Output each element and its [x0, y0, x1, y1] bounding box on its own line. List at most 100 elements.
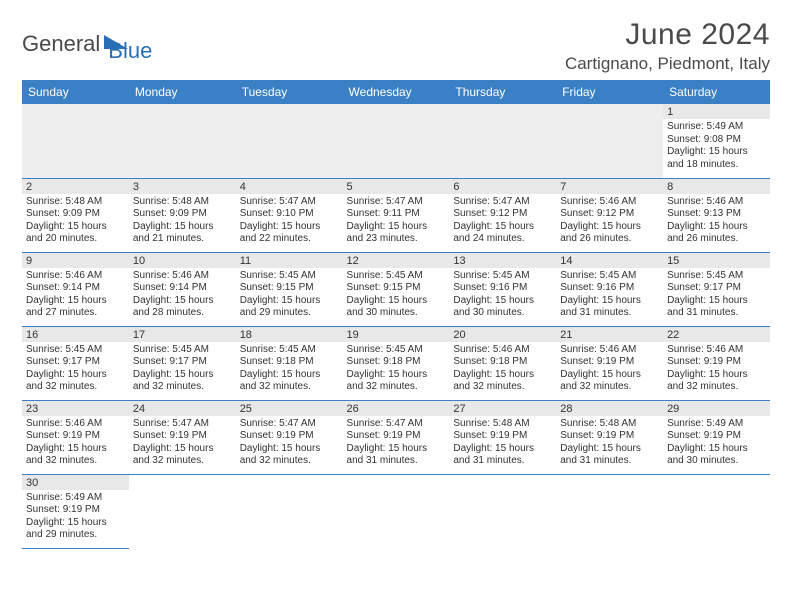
daylight-line-2: and 32 minutes.	[133, 455, 232, 468]
day-number: 12	[343, 253, 450, 268]
sunrise-line: Sunrise: 5:45 AM	[453, 270, 552, 283]
day-number: 13	[449, 253, 556, 268]
daylight-line-2: and 26 minutes.	[667, 233, 766, 246]
calendar-week-row: 9Sunrise: 5:46 AMSunset: 9:14 PMDaylight…	[22, 252, 770, 326]
sunrise-line: Sunrise: 5:47 AM	[240, 418, 339, 431]
day-number: 26	[343, 401, 450, 416]
day-number: 2	[22, 179, 129, 194]
daylight-line-2: and 23 minutes.	[347, 233, 446, 246]
sunrise-line: Sunrise: 5:46 AM	[26, 270, 125, 283]
calendar-cell: 3Sunrise: 5:48 AMSunset: 9:09 PMDaylight…	[129, 178, 236, 252]
sunset-line: Sunset: 9:19 PM	[667, 430, 766, 443]
daylight-line-1: Daylight: 15 hours	[453, 295, 552, 308]
calendar-cell: 10Sunrise: 5:46 AMSunset: 9:14 PMDayligh…	[129, 252, 236, 326]
daylight-line-1: Daylight: 15 hours	[240, 295, 339, 308]
calendar-cell: 4Sunrise: 5:47 AMSunset: 9:10 PMDaylight…	[236, 178, 343, 252]
daylight-line-2: and 27 minutes.	[26, 307, 125, 320]
daylight-line-1: Daylight: 15 hours	[133, 369, 232, 382]
calendar-cell	[663, 474, 770, 548]
sunset-line: Sunset: 9:15 PM	[347, 282, 446, 295]
day-number: 3	[129, 179, 236, 194]
calendar-cell: 1 Sunrise: 5:49 AMSunset: 9:08 PMDaylight…	[663, 104, 770, 178]
daylight-line-1: Daylight: 15 hours	[453, 443, 552, 456]
daylight-line-2: and 32 minutes.	[347, 381, 446, 394]
daylight-line-2: and 31 minutes.	[347, 455, 446, 468]
sunrise-line: Sunrise: 5:47 AM	[347, 196, 446, 209]
calendar-week-row: 30Sunrise: 5:49 AMSunset: 9:19 PMDayligh…	[22, 474, 770, 548]
calendar-cell: 30Sunrise: 5:49 AMSunset: 9:19 PMDayligh…	[22, 474, 129, 548]
sunrise-line: Sunrise: 5:47 AM	[347, 418, 446, 431]
daylight-line-1: Daylight: 15 hours	[240, 369, 339, 382]
sunset-line: Sunset: 9:09 PM	[26, 208, 125, 221]
sunset-line: Sunset: 9:19 PM	[240, 430, 339, 443]
daylight-line-1: Daylight: 15 hours	[26, 295, 125, 308]
month-title: June 2024	[565, 18, 770, 52]
col-monday: Monday	[129, 80, 236, 104]
daylight-line-1: Daylight: 15 hours	[453, 221, 552, 234]
sunset-line: Sunset: 9:08 PM	[667, 134, 766, 147]
day-number: 24	[129, 401, 236, 416]
daylight-line-2: and 30 minutes.	[667, 455, 766, 468]
daylight-line-1: Daylight: 15 hours	[667, 221, 766, 234]
daylight-line-1: Daylight: 15 hours	[133, 221, 232, 234]
calendar-cell: 29Sunrise: 5:49 AMSunset: 9:19 PMDayligh…	[663, 400, 770, 474]
calendar-week-row: 23Sunrise: 5:46 AMSunset: 9:19 PMDayligh…	[22, 400, 770, 474]
daylight-line-2: and 29 minutes.	[26, 529, 125, 542]
sunrise-line: Sunrise: 5:45 AM	[240, 344, 339, 357]
sunrise-line: Sunrise: 5:49 AM	[667, 121, 766, 134]
weekday-header-row: Sunday Monday Tuesday Wednesday Thursday…	[22, 80, 770, 104]
calendar-cell: 11Sunrise: 5:45 AMSunset: 9:15 PMDayligh…	[236, 252, 343, 326]
sunset-line: Sunset: 9:15 PM	[240, 282, 339, 295]
sunrise-line: Sunrise: 5:46 AM	[26, 418, 125, 431]
calendar-cell	[129, 474, 236, 548]
daylight-line-1: Daylight: 15 hours	[133, 295, 232, 308]
sunrise-line: Sunrise: 5:46 AM	[667, 344, 766, 357]
daylight-line-2: and 30 minutes.	[453, 307, 552, 320]
calendar-cell: 5Sunrise: 5:47 AMSunset: 9:11 PMDaylight…	[343, 178, 450, 252]
day-number: 29	[663, 401, 770, 416]
sunrise-line: Sunrise: 5:47 AM	[453, 196, 552, 209]
calendar-body: 1Sunrise: 5:49 AMSunset: 9:08 PMDaylight…	[22, 104, 770, 548]
sunset-line: Sunset: 9:13 PM	[667, 208, 766, 221]
sunrise-line: Sunrise: 5:46 AM	[560, 196, 659, 209]
sunrise-line: Sunrise: 5:45 AM	[667, 270, 766, 283]
sunset-line: Sunset: 9:19 PM	[560, 356, 659, 369]
sunset-line: Sunset: 9:19 PM	[26, 504, 125, 517]
calendar-cell: 14Sunrise: 5:45 AMSunset: 9:16 PMDayligh…	[556, 252, 663, 326]
calendar-cell	[343, 104, 450, 178]
calendar-cell	[22, 104, 129, 178]
day-number: 20	[449, 327, 556, 342]
calendar-cell: 12Sunrise: 5:45 AMSunset: 9:15 PMDayligh…	[343, 252, 450, 326]
day-number: 9	[22, 253, 129, 268]
sunrise-line: Sunrise: 5:45 AM	[560, 270, 659, 283]
daylight-line-2: and 21 minutes.	[133, 233, 232, 246]
daylight-line-2: and 32 minutes.	[26, 455, 125, 468]
daylight-line-1: Daylight: 15 hours	[667, 146, 766, 159]
daylight-line-1: Daylight: 15 hours	[347, 369, 446, 382]
day-number: 21	[556, 327, 663, 342]
daylight-line-1: Daylight: 15 hours	[453, 369, 552, 382]
daylight-line-1: Daylight: 15 hours	[26, 443, 125, 456]
day-number: 16	[22, 327, 129, 342]
day-number: 30	[22, 475, 129, 490]
sunrise-line: Sunrise: 5:46 AM	[133, 270, 232, 283]
sunrise-line: Sunrise: 5:45 AM	[240, 270, 339, 283]
day-number: 1	[663, 104, 770, 119]
sunset-line: Sunset: 9:19 PM	[347, 430, 446, 443]
daylight-line-2: and 29 minutes.	[240, 307, 339, 320]
calendar-cell	[236, 104, 343, 178]
sunset-line: Sunset: 9:11 PM	[347, 208, 446, 221]
daylight-line-1: Daylight: 15 hours	[240, 443, 339, 456]
sunset-line: Sunset: 9:19 PM	[667, 356, 766, 369]
daylight-line-2: and 26 minutes.	[560, 233, 659, 246]
day-number: 8	[663, 179, 770, 194]
sunset-line: Sunset: 9:19 PM	[133, 430, 232, 443]
logo-text-general: General	[22, 31, 100, 57]
location-subtitle: Cartignano, Piedmont, Italy	[565, 54, 770, 74]
calendar-cell: 6Sunrise: 5:47 AMSunset: 9:12 PMDaylight…	[449, 178, 556, 252]
calendar-cell: 27Sunrise: 5:48 AMSunset: 9:19 PMDayligh…	[449, 400, 556, 474]
title-block: June 2024 Cartignano, Piedmont, Italy	[565, 18, 770, 74]
logo-text-blue: Blue	[108, 24, 152, 64]
sunrise-line: Sunrise: 5:45 AM	[26, 344, 125, 357]
sunset-line: Sunset: 9:12 PM	[560, 208, 659, 221]
